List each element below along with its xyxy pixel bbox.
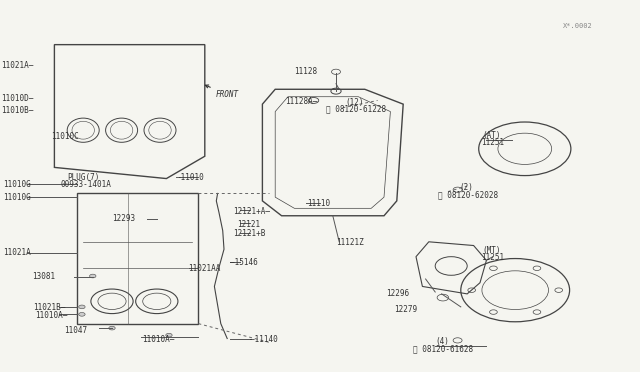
Text: 00933-1401A: 00933-1401A bbox=[61, 180, 111, 189]
Text: 11010A―: 11010A― bbox=[142, 335, 175, 344]
Text: 12296: 12296 bbox=[387, 289, 410, 298]
Text: 12293: 12293 bbox=[112, 214, 135, 223]
Circle shape bbox=[166, 333, 172, 337]
Circle shape bbox=[79, 312, 85, 316]
Text: Ⓑ 08120-61628: Ⓑ 08120-61628 bbox=[413, 344, 473, 353]
Text: PLUG(7): PLUG(7) bbox=[67, 173, 100, 182]
Text: 11047: 11047 bbox=[64, 326, 87, 335]
Text: —15146: —15146 bbox=[230, 258, 258, 267]
Text: 12121: 12121 bbox=[237, 220, 260, 229]
Text: 11121Z: 11121Z bbox=[336, 238, 364, 247]
Text: X*.0002: X*.0002 bbox=[563, 23, 593, 29]
Text: FRONT: FRONT bbox=[205, 85, 239, 99]
Text: —11010: —11010 bbox=[176, 173, 204, 182]
Text: 11251: 11251 bbox=[481, 138, 504, 147]
Text: 11128A—: 11128A— bbox=[285, 97, 317, 106]
Text: 11010D—: 11010D— bbox=[1, 94, 34, 103]
Text: 11251: 11251 bbox=[481, 253, 504, 262]
Text: 11010A—: 11010A— bbox=[35, 311, 68, 320]
Text: (4): (4) bbox=[435, 337, 449, 346]
Text: 13081: 13081 bbox=[32, 272, 55, 281]
Text: 11128: 11128 bbox=[294, 67, 317, 76]
Text: 12279: 12279 bbox=[394, 305, 417, 314]
Text: 11021A—: 11021A— bbox=[1, 61, 34, 70]
Text: (AT): (AT) bbox=[483, 131, 501, 140]
Text: Ⓑ 08120-61228: Ⓑ 08120-61228 bbox=[326, 105, 387, 113]
Text: Ⓑ 08120-62028: Ⓑ 08120-62028 bbox=[438, 190, 499, 199]
Text: 11021AA: 11021AA bbox=[188, 264, 221, 273]
Text: 12121+B: 12121+B bbox=[234, 229, 266, 238]
Text: 11010G: 11010G bbox=[3, 193, 31, 202]
Text: 11010C: 11010C bbox=[51, 132, 79, 141]
Text: 11110: 11110 bbox=[307, 199, 330, 208]
Text: 11010G: 11010G bbox=[3, 180, 31, 189]
Text: (MT): (MT) bbox=[483, 246, 501, 255]
Circle shape bbox=[109, 326, 115, 330]
Text: (2): (2) bbox=[460, 183, 474, 192]
Text: 11021B—: 11021B— bbox=[33, 303, 66, 312]
Text: —11140: —11140 bbox=[250, 335, 277, 344]
Text: (12): (12) bbox=[346, 98, 364, 107]
Text: 11010B—: 11010B— bbox=[1, 106, 34, 115]
Circle shape bbox=[79, 305, 85, 309]
Circle shape bbox=[90, 274, 96, 278]
Text: 11021A: 11021A bbox=[3, 248, 31, 257]
Text: 12121+A—: 12121+A— bbox=[234, 207, 271, 216]
